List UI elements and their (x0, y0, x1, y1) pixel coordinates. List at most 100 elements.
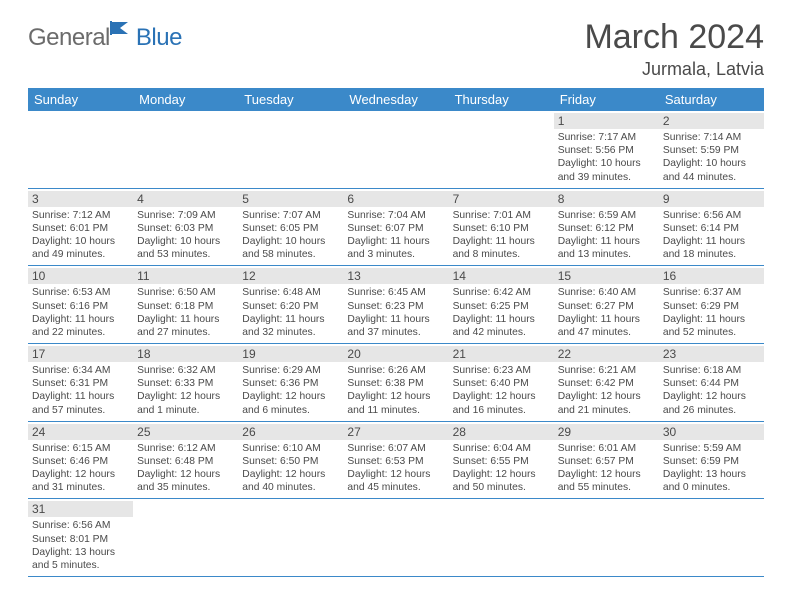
daylight-text: Daylight: 12 hours and 6 minutes. (242, 390, 339, 416)
daylight-text: Daylight: 12 hours and 21 minutes. (558, 390, 655, 416)
calendar-day: 23Sunrise: 6:18 AMSunset: 6:44 PMDayligh… (659, 344, 764, 421)
title-block: March 2024 Jurmala, Latvia (584, 18, 764, 80)
sunrise-text: Sunrise: 6:18 AM (663, 364, 760, 377)
day-number: 3 (32, 192, 129, 206)
calendar-day: 1Sunrise: 7:17 AMSunset: 5:56 PMDaylight… (554, 111, 659, 188)
day-number: 28 (453, 425, 550, 439)
day-number-row: 31 (28, 501, 133, 517)
day-number: 30 (663, 425, 760, 439)
calendar-week: 24Sunrise: 6:15 AMSunset: 6:46 PMDayligh… (28, 422, 764, 500)
calendar-day (449, 111, 554, 188)
day-number-row: 24 (28, 424, 133, 440)
calendar-day (343, 499, 448, 576)
sunrise-text: Sunrise: 6:26 AM (347, 364, 444, 377)
day-number: 20 (347, 347, 444, 361)
day-number: 24 (32, 425, 129, 439)
sunrise-text: Sunrise: 6:40 AM (558, 286, 655, 299)
sunset-text: Sunset: 6:16 PM (32, 300, 129, 313)
sunrise-text: Sunrise: 6:01 AM (558, 442, 655, 455)
day-number-row: 23 (659, 346, 764, 362)
daylight-text: Daylight: 12 hours and 45 minutes. (347, 468, 444, 494)
sunrise-text: Sunrise: 6:37 AM (663, 286, 760, 299)
sunrise-text: Sunrise: 7:12 AM (32, 209, 129, 222)
calendar-day (343, 111, 448, 188)
sunrise-text: Sunrise: 6:50 AM (137, 286, 234, 299)
sunrise-text: Sunrise: 7:09 AM (137, 209, 234, 222)
calendar-day: 15Sunrise: 6:40 AMSunset: 6:27 PMDayligh… (554, 266, 659, 343)
calendar-day (133, 111, 238, 188)
calendar-day: 20Sunrise: 6:26 AMSunset: 6:38 PMDayligh… (343, 344, 448, 421)
day-number-row: 18 (133, 346, 238, 362)
calendar-day: 12Sunrise: 6:48 AMSunset: 6:20 PMDayligh… (238, 266, 343, 343)
sunrise-text: Sunrise: 6:10 AM (242, 442, 339, 455)
day-number-row: 11 (133, 268, 238, 284)
sunset-text: Sunset: 6:57 PM (558, 455, 655, 468)
day-number-row: 19 (238, 346, 343, 362)
sunrise-text: Sunrise: 6:32 AM (137, 364, 234, 377)
sunrise-text: Sunrise: 6:15 AM (32, 442, 129, 455)
calendar-day (238, 111, 343, 188)
day-number: 5 (242, 192, 339, 206)
calendar-week: 17Sunrise: 6:34 AMSunset: 6:31 PMDayligh… (28, 344, 764, 422)
daylight-text: Daylight: 11 hours and 32 minutes. (242, 313, 339, 339)
daylight-text: Daylight: 12 hours and 16 minutes. (453, 390, 550, 416)
day-number: 18 (137, 347, 234, 361)
calendar-day: 29Sunrise: 6:01 AMSunset: 6:57 PMDayligh… (554, 422, 659, 499)
weekday-label: Friday (554, 88, 659, 111)
daylight-text: Daylight: 10 hours and 49 minutes. (32, 235, 129, 261)
calendar-day: 31Sunrise: 6:56 AMSunset: 8:01 PMDayligh… (28, 499, 133, 576)
day-number-row: 16 (659, 268, 764, 284)
sunrise-text: Sunrise: 6:45 AM (347, 286, 444, 299)
calendar-day: 21Sunrise: 6:23 AMSunset: 6:40 PMDayligh… (449, 344, 554, 421)
daylight-text: Daylight: 11 hours and 52 minutes. (663, 313, 760, 339)
sunset-text: Sunset: 6:42 PM (558, 377, 655, 390)
sunrise-text: Sunrise: 7:17 AM (558, 131, 655, 144)
calendar-day: 11Sunrise: 6:50 AMSunset: 6:18 PMDayligh… (133, 266, 238, 343)
logo-text-blue: Blue (136, 24, 182, 52)
day-number-row: 17 (28, 346, 133, 362)
sunset-text: Sunset: 6:10 PM (453, 222, 550, 235)
sunset-text: Sunset: 6:29 PM (663, 300, 760, 313)
sunrise-text: Sunrise: 6:48 AM (242, 286, 339, 299)
calendar-day: 4Sunrise: 7:09 AMSunset: 6:03 PMDaylight… (133, 189, 238, 266)
sunset-text: Sunset: 6:36 PM (242, 377, 339, 390)
day-number-row: 2 (659, 113, 764, 129)
daylight-text: Daylight: 10 hours and 58 minutes. (242, 235, 339, 261)
calendar-day: 24Sunrise: 6:15 AMSunset: 6:46 PMDayligh… (28, 422, 133, 499)
daylight-text: Daylight: 10 hours and 39 minutes. (558, 157, 655, 183)
day-number: 10 (32, 269, 129, 283)
day-number-row: 30 (659, 424, 764, 440)
daylight-text: Daylight: 11 hours and 3 minutes. (347, 235, 444, 261)
sunset-text: Sunset: 6:44 PM (663, 377, 760, 390)
calendar-day: 18Sunrise: 6:32 AMSunset: 6:33 PMDayligh… (133, 344, 238, 421)
day-number: 22 (558, 347, 655, 361)
sunrise-text: Sunrise: 6:56 AM (32, 519, 129, 532)
daylight-text: Daylight: 11 hours and 8 minutes. (453, 235, 550, 261)
calendar-day: 16 Sunrise: 6:37 AMSunset: 6:29 PMDayligh… (659, 266, 764, 343)
sunrise-text: Sunrise: 7:14 AM (663, 131, 760, 144)
daylight-text: Daylight: 11 hours and 57 minutes. (32, 390, 129, 416)
sunset-text: Sunset: 5:59 PM (663, 144, 760, 157)
day-number: 7 (453, 192, 550, 206)
sunrise-text: Sunrise: 6:29 AM (242, 364, 339, 377)
daylight-text: Daylight: 10 hours and 44 minutes. (663, 157, 760, 183)
sunrise-text: Sunrise: 6:12 AM (137, 442, 234, 455)
sunset-text: Sunset: 6:25 PM (453, 300, 550, 313)
calendar-day: 27Sunrise: 6:07 AMSunset: 6:53 PMDayligh… (343, 422, 448, 499)
sunset-text: Sunset: 6:12 PM (558, 222, 655, 235)
calendar-day: 22Sunrise: 6:21 AMSunset: 6:42 PMDayligh… (554, 344, 659, 421)
calendar-day: 5Sunrise: 7:07 AMSunset: 6:05 PMDaylight… (238, 189, 343, 266)
sunset-text: Sunset: 6:18 PM (137, 300, 234, 313)
sunset-text: Sunset: 6:53 PM (347, 455, 444, 468)
calendar-week: 1Sunrise: 7:17 AMSunset: 5:56 PMDaylight… (28, 111, 764, 189)
daylight-text: Daylight: 11 hours and 47 minutes. (558, 313, 655, 339)
calendar-day (449, 499, 554, 576)
day-number-row: 10 (28, 268, 133, 284)
sunrise-text: Sunrise: 6:42 AM (453, 286, 550, 299)
day-number: 12 (242, 269, 339, 283)
calendar-day: 28Sunrise: 6:04 AMSunset: 6:55 PMDayligh… (449, 422, 554, 499)
sunrise-text: Sunrise: 6:56 AM (663, 209, 760, 222)
sunrise-text: Sunrise: 5:59 AM (663, 442, 760, 455)
day-number-row: 9 (659, 191, 764, 207)
calendar-day: 17Sunrise: 6:34 AMSunset: 6:31 PMDayligh… (28, 344, 133, 421)
